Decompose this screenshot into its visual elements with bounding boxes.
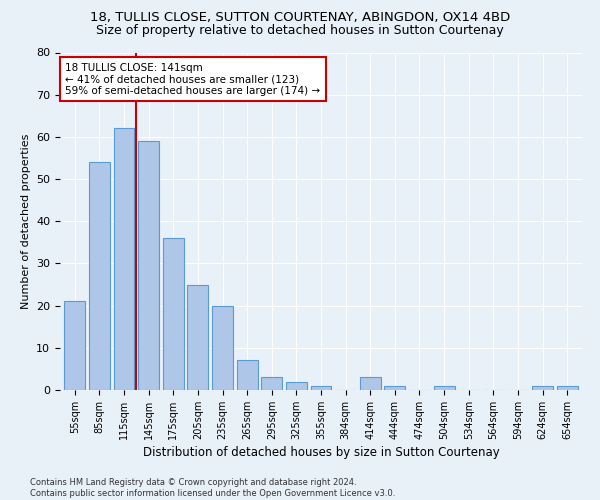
Text: Contains HM Land Registry data © Crown copyright and database right 2024.
Contai: Contains HM Land Registry data © Crown c… xyxy=(30,478,395,498)
Bar xyxy=(163,238,184,390)
Bar xyxy=(64,302,85,390)
Text: Size of property relative to detached houses in Sutton Courtenay: Size of property relative to detached ho… xyxy=(96,24,504,37)
Bar xyxy=(236,360,257,390)
Text: 18, TULLIS CLOSE, SUTTON COURTENAY, ABINGDON, OX14 4BD: 18, TULLIS CLOSE, SUTTON COURTENAY, ABIN… xyxy=(90,12,510,24)
Bar xyxy=(434,386,455,390)
Bar xyxy=(532,386,553,390)
Bar xyxy=(311,386,331,390)
Bar xyxy=(261,378,282,390)
Bar xyxy=(89,162,110,390)
Bar xyxy=(113,128,134,390)
Bar xyxy=(286,382,307,390)
Bar xyxy=(187,284,208,390)
Bar xyxy=(212,306,233,390)
Bar xyxy=(138,141,159,390)
Y-axis label: Number of detached properties: Number of detached properties xyxy=(20,134,31,309)
X-axis label: Distribution of detached houses by size in Sutton Courtenay: Distribution of detached houses by size … xyxy=(143,446,499,459)
Bar xyxy=(360,378,381,390)
Text: 18 TULLIS CLOSE: 141sqm
← 41% of detached houses are smaller (123)
59% of semi-d: 18 TULLIS CLOSE: 141sqm ← 41% of detache… xyxy=(65,62,320,96)
Bar xyxy=(557,386,578,390)
Bar xyxy=(385,386,406,390)
